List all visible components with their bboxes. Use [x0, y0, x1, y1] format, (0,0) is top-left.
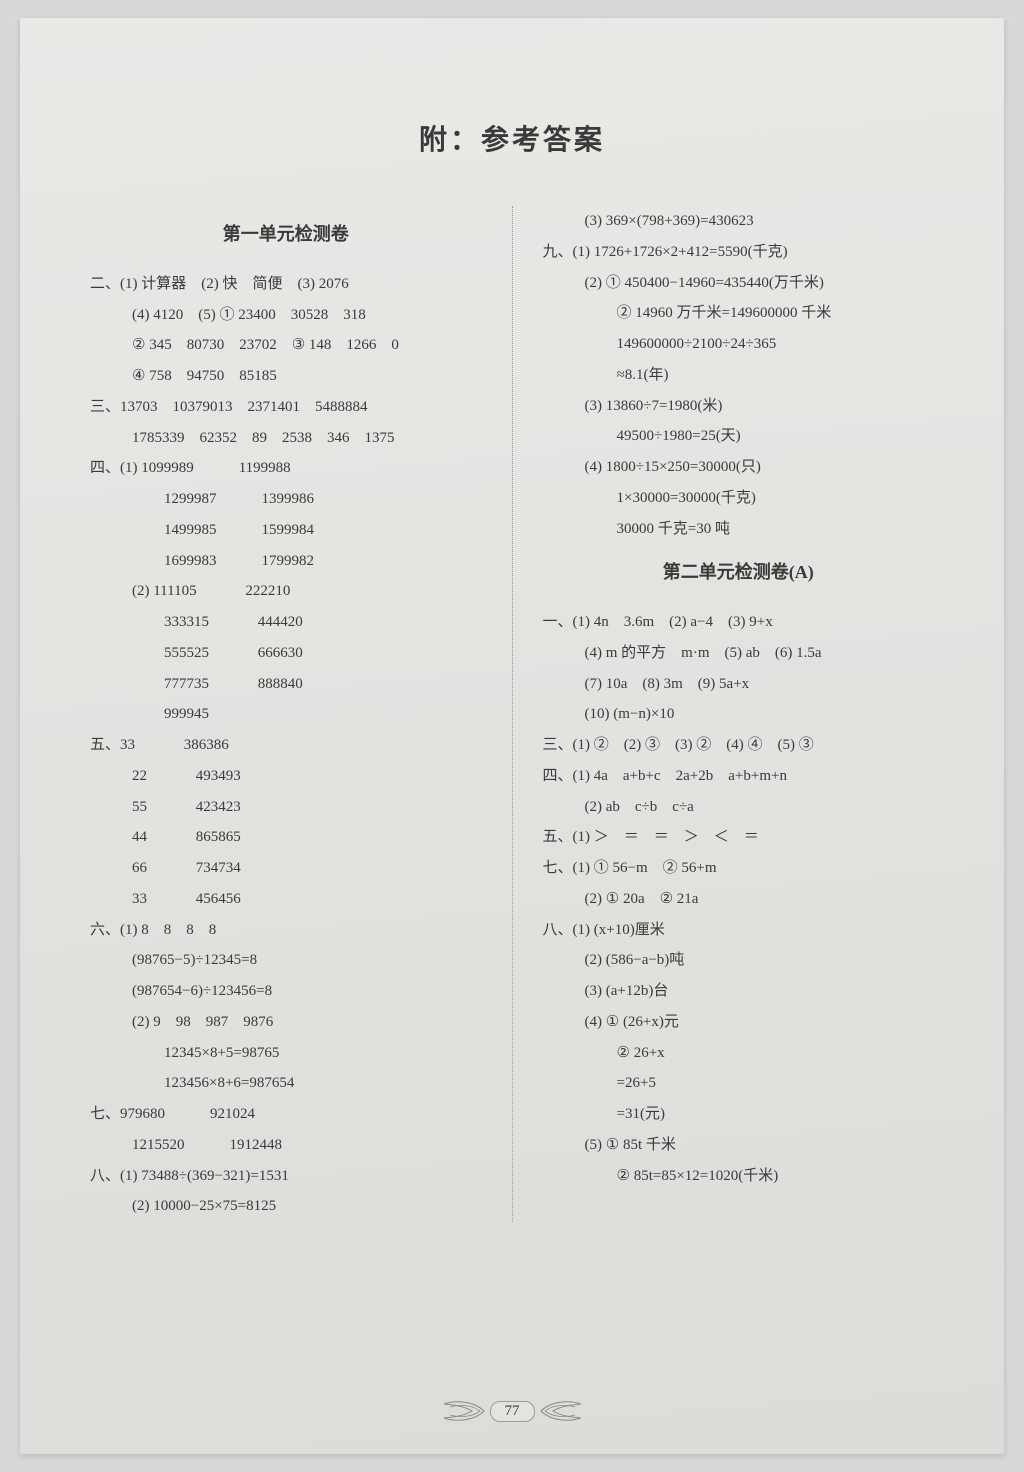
answer-line: 123456×8+6=987654: [90, 1068, 482, 1099]
answer-line: (2) ab c÷b c÷a: [543, 792, 935, 823]
answer-line: ② 26+x: [543, 1038, 935, 1069]
answer-line: 五、33 386386: [90, 730, 482, 761]
answer-line: (2) 111105 222210: [90, 576, 482, 607]
page: 附：参考答案 第一单元检测卷 二、(1) 计算器 (2) 快 简便 (3) 20…: [20, 18, 1004, 1454]
answer-line: 七、979680 921024: [90, 1099, 482, 1130]
right-column: (3) 369×(798+369)=430623 九、(1) 1726+1726…: [537, 206, 935, 1222]
wing-right-icon: [539, 1399, 585, 1423]
answer-line: (2) 10000−25×75=8125: [90, 1191, 482, 1222]
answer-line: 1215520 1912448: [90, 1130, 482, 1161]
answer-line: 八、(1) (x+10)厘米: [543, 915, 935, 946]
answer-line: 六、(1) 8 8 8 8: [90, 915, 482, 946]
left-column: 第一单元检测卷 二、(1) 计算器 (2) 快 简便 (3) 2076 (4) …: [90, 206, 488, 1222]
answer-line: (2) (586−a−b)吨: [543, 945, 935, 976]
answer-line: 1×30000=30000(千克): [543, 483, 935, 514]
answer-line: 1299987 1399986: [90, 484, 482, 515]
answer-line: ② 14960 万千米=149600000 千米: [543, 298, 935, 329]
answer-line: (5) ① 85t 千米: [543, 1130, 935, 1161]
answer-line: (10) (m−n)×10: [543, 699, 935, 730]
answer-line: ≈8.1(年): [543, 360, 935, 391]
answer-line: 八、(1) 73488÷(369−321)=1531: [90, 1161, 482, 1192]
answer-line: 999945: [90, 699, 482, 730]
answer-line: 四、(1) 4a a+b+c 2a+2b a+b+m+n: [543, 761, 935, 792]
answer-line: ② 345 80730 23702 ③ 148 1266 0: [90, 330, 482, 361]
answer-line: 149600000÷2100÷24÷365: [543, 329, 935, 360]
answer-line: =26+5: [543, 1068, 935, 1099]
answer-line: (987654−6)÷123456=8: [90, 976, 482, 1007]
page-number-footer: 77: [20, 1399, 1004, 1428]
answer-line: 49500÷1980=25(天): [543, 421, 935, 452]
answer-line: 二、(1) 计算器 (2) 快 简便 (3) 2076: [90, 269, 482, 300]
answer-line: 九、(1) 1726+1726×2+412=5590(千克): [543, 237, 935, 268]
answer-line: 三、13703 10379013 2371401 5488884: [90, 392, 482, 423]
answer-line: =31(元): [543, 1099, 935, 1130]
unit1-title: 第一单元检测卷: [90, 216, 482, 253]
main-title: 附：参考答案: [90, 118, 934, 158]
answer-line: (2) ① 450400−14960=435440(万千米): [543, 268, 935, 299]
answer-line: (4) m 的平方 m·m (5) ab (6) 1.5a: [543, 638, 935, 669]
answer-line: (3) 369×(798+369)=430623: [543, 206, 935, 237]
page-number: 77: [490, 1401, 535, 1422]
answer-line: 五、(1) ＞ ＝ ＝ ＞ ＜ ＝: [543, 822, 935, 853]
answer-line: ② 85t=85×12=1020(千米): [543, 1161, 935, 1192]
answer-line: (4) 1800÷15×250=30000(只): [543, 452, 935, 483]
answer-line: (3) 13860÷7=1980(米): [543, 391, 935, 422]
answer-line: (2) ① 20a ② 21a: [543, 884, 935, 915]
answer-line: 三、(1) ② (2) ③ (3) ② (4) ④ (5) ③: [543, 730, 935, 761]
answer-line: ④ 758 94750 85185: [90, 361, 482, 392]
answer-line: (7) 10a (8) 3m (9) 5a+x: [543, 669, 935, 700]
answer-line: 555525 666630: [90, 638, 482, 669]
answer-line: (4) 4120 (5) ① 23400 30528 318: [90, 300, 482, 331]
column-divider: [512, 206, 513, 1222]
answer-line: 1785339 62352 89 2538 346 1375: [90, 423, 482, 454]
answer-line: 44 865865: [90, 822, 482, 853]
answer-line: (4) ① (26+x)元: [543, 1007, 935, 1038]
answer-line: 四、(1) 1099989 1199988: [90, 453, 482, 484]
answer-line: (3) (a+12b)台: [543, 976, 935, 1007]
answer-line: 66 734734: [90, 853, 482, 884]
answer-line: 333315 444420: [90, 607, 482, 638]
answer-line: (2) 9 98 987 9876: [90, 1007, 482, 1038]
answer-line: 30000 千克=30 吨: [543, 514, 935, 545]
answer-line: 55 423423: [90, 792, 482, 823]
columns: 第一单元检测卷 二、(1) 计算器 (2) 快 简便 (3) 2076 (4) …: [90, 206, 934, 1222]
answer-line: 777735 888840: [90, 669, 482, 700]
unit2-title: 第二单元检测卷(A): [543, 554, 935, 591]
answer-line: 12345×8+5=98765: [90, 1038, 482, 1069]
answer-line: 33 456456: [90, 884, 482, 915]
answer-line: 1499985 1599984: [90, 515, 482, 546]
answer-line: (98765−5)÷12345=8: [90, 945, 482, 976]
answer-line: 七、(1) ① 56−m ② 56+m: [543, 853, 935, 884]
answer-line: 一、(1) 4n 3.6m (2) a−4 (3) 9+x: [543, 607, 935, 638]
answer-line: 1699983 1799982: [90, 546, 482, 577]
wing-left-icon: [440, 1399, 486, 1423]
answer-line: 22 493493: [90, 761, 482, 792]
